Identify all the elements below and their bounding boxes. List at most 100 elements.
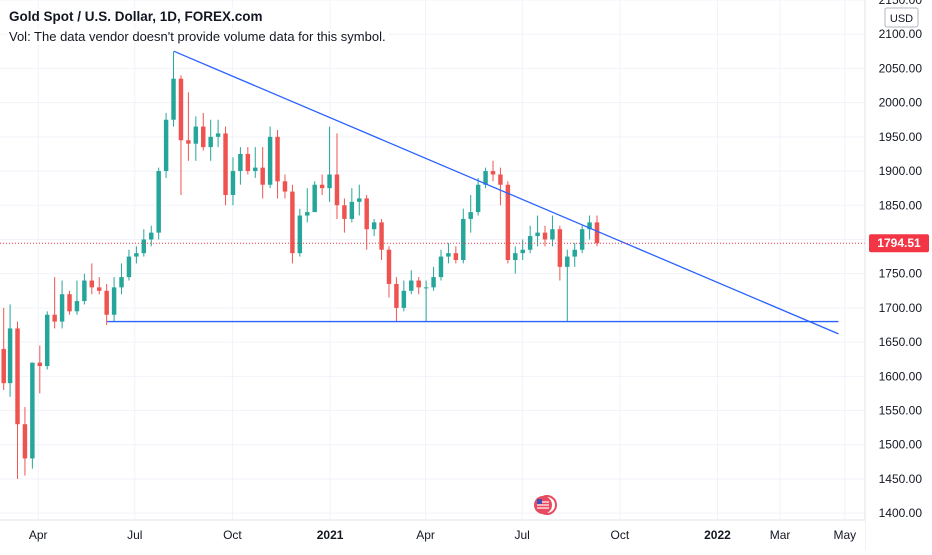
candle-body[interactable] <box>171 78 176 120</box>
candle-body[interactable] <box>30 362 35 459</box>
candle-body[interactable] <box>297 215 303 254</box>
candle-body[interactable] <box>357 198 362 202</box>
candle-body[interactable] <box>386 249 392 284</box>
candle-body[interactable] <box>119 277 124 288</box>
candle-body[interactable] <box>59 294 65 322</box>
candle-body[interactable] <box>579 229 585 250</box>
candle-body[interactable] <box>416 280 421 288</box>
candle-body[interactable] <box>178 78 184 141</box>
candle-body[interactable] <box>290 191 295 254</box>
y-tick-label: 1850.00 <box>879 198 923 212</box>
y-tick-label: 1500.00 <box>879 438 923 452</box>
currency-button[interactable] <box>884 7 919 28</box>
candle-body[interactable] <box>193 126 199 144</box>
candle-body[interactable] <box>186 140 191 144</box>
candle-body[interactable] <box>319 184 325 189</box>
candle-body[interactable] <box>126 256 132 278</box>
candle-body[interactable] <box>453 253 459 260</box>
candle-body[interactable] <box>67 294 72 312</box>
candle-body[interactable] <box>461 218 466 260</box>
candle-body[interactable] <box>260 167 265 185</box>
candle-body[interactable] <box>550 229 555 240</box>
candle-body[interactable] <box>149 232 154 240</box>
time-axis[interactable] <box>0 520 865 550</box>
candle-body[interactable] <box>527 236 533 250</box>
candle-body[interactable] <box>215 133 221 137</box>
candle-body[interactable] <box>282 181 288 192</box>
candle-body[interactable] <box>52 314 57 322</box>
candle-body[interactable] <box>349 201 355 219</box>
candle-body[interactable] <box>394 283 399 308</box>
candle-body[interactable] <box>238 153 243 172</box>
candle-body[interactable] <box>468 212 473 219</box>
candle-body[interactable] <box>74 301 80 312</box>
candle-body[interactable] <box>334 174 340 206</box>
candle-body[interactable] <box>223 133 228 195</box>
candle-body[interactable] <box>520 249 525 254</box>
candle-body[interactable] <box>22 424 28 459</box>
y-tick-label: 1650.00 <box>879 335 923 349</box>
x-tick-label: May <box>833 528 856 542</box>
candle-body[interactable] <box>327 174 332 189</box>
x-tick-label: Mar <box>770 528 791 542</box>
candle-body[interactable] <box>535 232 540 237</box>
descending-trendline[interactable] <box>173 50 839 335</box>
candle-body[interactable] <box>163 119 169 172</box>
candle-body[interactable] <box>134 253 139 257</box>
x-tick-label: 2022 <box>704 528 731 542</box>
candle-body[interactable] <box>594 222 600 244</box>
candle-body[interactable] <box>275 136 280 182</box>
candle-body[interactable] <box>587 222 592 230</box>
candle-body[interactable] <box>364 198 369 230</box>
candle-body[interactable] <box>253 167 258 172</box>
candle-body[interactable] <box>15 328 20 425</box>
candle-body[interactable] <box>409 280 414 291</box>
candle-body[interactable] <box>490 171 496 175</box>
candle-body[interactable] <box>565 256 570 267</box>
candle-body[interactable] <box>156 171 161 233</box>
candle-body[interactable] <box>82 280 87 302</box>
candle-body[interactable] <box>438 256 444 278</box>
candle-body[interactable] <box>104 290 109 315</box>
candle-body[interactable] <box>312 184 317 213</box>
candle-body[interactable] <box>379 222 384 250</box>
x-tick-label: Oct <box>610 528 629 542</box>
y-tick-label: 2000.00 <box>879 96 923 110</box>
candle-body[interactable] <box>89 280 95 288</box>
candle-body[interactable] <box>37 362 43 367</box>
candle-body[interactable] <box>111 287 117 315</box>
candle-body[interactable] <box>141 239 147 254</box>
candle-body[interactable] <box>423 287 429 289</box>
y-tick-label: 1600.00 <box>879 369 923 383</box>
candle-body[interactable] <box>557 229 563 267</box>
candle-body[interactable] <box>201 126 206 148</box>
us-flag-events-icon[interactable] <box>534 496 552 514</box>
candle-body[interactable] <box>45 314 50 367</box>
y-tick-label: 1700.00 <box>879 301 923 315</box>
candle-body[interactable] <box>542 232 548 240</box>
candle-body[interactable] <box>513 253 518 260</box>
candle-body[interactable] <box>475 184 481 213</box>
candle-body[interactable] <box>245 153 251 172</box>
candle-body[interactable] <box>498 174 503 185</box>
candle-body[interactable] <box>342 205 347 219</box>
candle-body[interactable] <box>401 290 407 308</box>
candle-body[interactable] <box>208 136 213 148</box>
candle-body[interactable] <box>305 212 310 216</box>
candle-body[interactable] <box>7 328 13 384</box>
candle-body[interactable] <box>1 348 6 384</box>
y-tick-label: 1900.00 <box>879 164 923 178</box>
candle-body[interactable] <box>267 136 273 185</box>
candle-body[interactable] <box>371 222 377 230</box>
candle-body[interactable] <box>446 253 451 257</box>
candle-body[interactable] <box>505 184 511 260</box>
candle-body[interactable] <box>97 287 102 291</box>
candle-body[interactable] <box>230 171 236 195</box>
price-axis[interactable] <box>865 0 932 550</box>
candle-body[interactable] <box>483 171 488 185</box>
candle-body[interactable] <box>572 249 577 257</box>
x-tick-label: Apr <box>29 528 48 542</box>
candle-body[interactable] <box>431 277 436 288</box>
